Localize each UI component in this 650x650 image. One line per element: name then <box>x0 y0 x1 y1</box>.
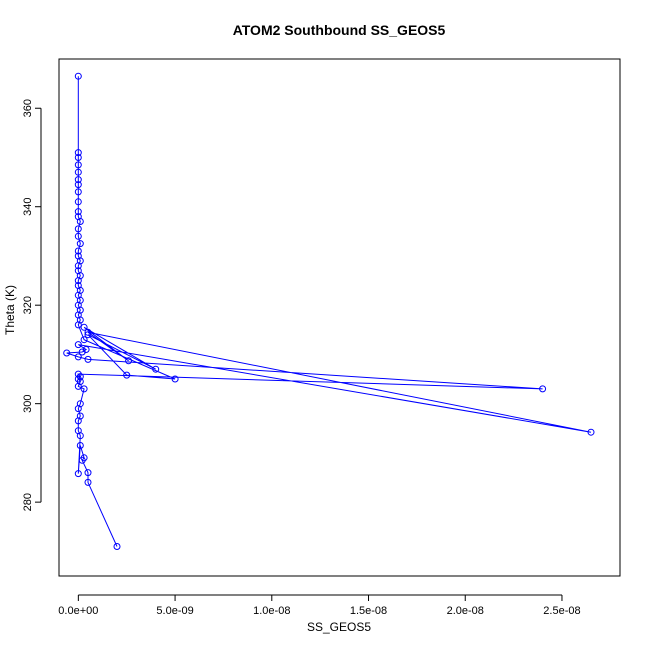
data-point <box>76 240 84 248</box>
data-point <box>539 385 547 393</box>
data-point <box>74 188 82 196</box>
data-point <box>113 543 121 550</box>
x-tick-label: 1.0e-08 <box>253 605 290 617</box>
x-tick-label: 2.5e-08 <box>543 605 580 617</box>
data-point <box>74 225 82 233</box>
data-point <box>74 181 82 189</box>
data-point <box>74 168 82 176</box>
chart-title: ATOM2 Southbound SS_GEOS5 <box>233 22 446 38</box>
data-point <box>76 442 84 449</box>
data-point <box>74 427 82 435</box>
data-point <box>63 349 71 357</box>
data-point <box>74 370 82 378</box>
data-point <box>80 323 88 331</box>
data-point <box>74 232 82 240</box>
data-point <box>74 72 82 80</box>
data-point <box>587 428 595 436</box>
y-axis: 280 300 320 340 360 <box>22 99 42 511</box>
x-tick-label: 5.0e-09 <box>156 605 193 617</box>
data-point <box>76 412 84 420</box>
y-axis-label: Theta (K) <box>3 285 17 335</box>
x-axis-label: SS_GEOS5 <box>307 620 371 634</box>
plot-frame <box>58 58 621 577</box>
series-points <box>63 72 595 550</box>
data-point <box>74 341 82 349</box>
x-tick-label: 1.5e-08 <box>350 605 387 617</box>
data-point <box>74 353 82 361</box>
y-tick-label: 300 <box>22 394 34 412</box>
data-point <box>74 198 82 206</box>
data-point <box>171 375 179 383</box>
data-point <box>82 346 90 353</box>
data-point <box>74 267 82 275</box>
y-tick-label: 360 <box>22 99 34 117</box>
data-point <box>84 331 92 339</box>
data-point <box>74 208 82 216</box>
data-point <box>74 252 82 260</box>
data-point <box>123 371 131 379</box>
data-point <box>80 336 88 344</box>
data-point <box>84 355 92 363</box>
data-point <box>80 454 88 462</box>
x-tick-label: 2.0e-08 <box>447 605 484 617</box>
x-axis: 0.0e+00 5.0e-09 1.0e-08 1.5e-08 2.0e-08 2.5e-… <box>58 594 581 617</box>
data-point <box>74 149 82 157</box>
data-point <box>74 282 82 289</box>
data-point <box>80 385 88 393</box>
y-tick-label: 340 <box>22 198 34 216</box>
data-point <box>125 357 133 365</box>
data-point <box>152 365 160 373</box>
data-point <box>74 161 82 169</box>
data-point <box>74 213 82 221</box>
y-tick-label: 320 <box>22 296 34 314</box>
data-point <box>74 247 82 255</box>
data-point <box>84 328 92 336</box>
data-point <box>74 176 82 184</box>
data-point <box>74 470 82 478</box>
data-point <box>76 400 84 408</box>
series-line <box>66 76 592 547</box>
data-point <box>74 154 82 161</box>
series-lines <box>66 76 592 547</box>
data-point <box>84 469 92 477</box>
x-tick-label: 0.0e+00 <box>58 605 98 617</box>
data-point <box>84 478 92 486</box>
y-tick-label: 280 <box>22 493 34 511</box>
